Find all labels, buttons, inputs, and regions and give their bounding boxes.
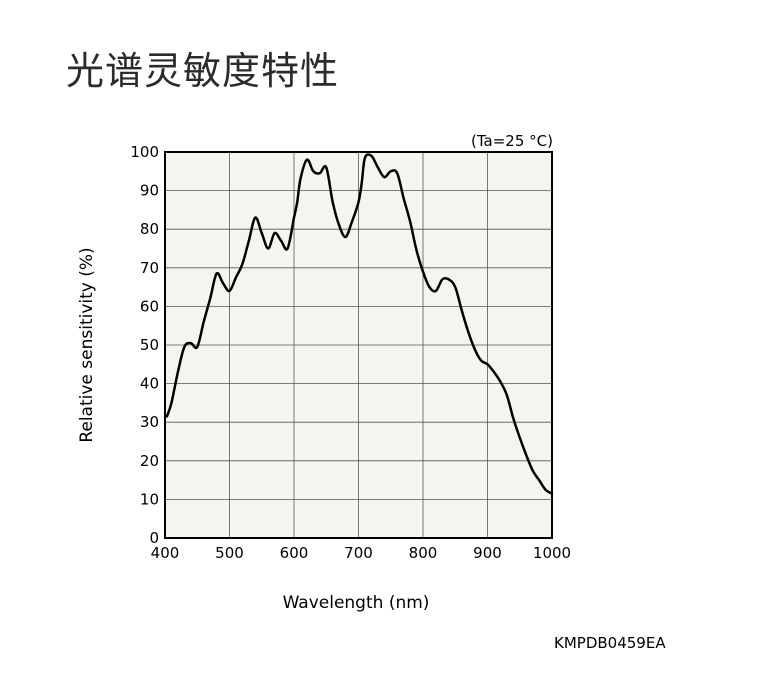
x-axis-label: Wavelength (nm) <box>283 593 430 613</box>
y-tick-label: 90 <box>140 182 159 200</box>
page-title: 光谱灵敏度特性 <box>66 49 340 93</box>
y-tick-label: 0 <box>149 529 159 547</box>
x-tick-label: 700 <box>344 544 373 562</box>
x-tick-label: 800 <box>409 544 438 562</box>
y-tick-label: 80 <box>140 220 159 238</box>
y-tick-label: 50 <box>140 336 159 354</box>
y-tick-label: 20 <box>140 452 159 470</box>
x-tick-label: 400 <box>151 544 180 562</box>
y-tick-label: 60 <box>140 297 159 315</box>
series-line <box>165 153 554 495</box>
x-tick-label: 1000 <box>533 544 571 562</box>
document-code: KMPDB0459EA <box>554 634 666 652</box>
plot-frame <box>164 151 553 539</box>
condition-annotation: (Ta=25 °C) <box>471 132 553 150</box>
y-tick-label: 40 <box>140 375 159 393</box>
y-tick-label: 10 <box>140 490 159 508</box>
x-tick-label: 600 <box>280 544 309 562</box>
x-tick-label: 900 <box>473 544 502 562</box>
y-axis-label: Relative sensitivity (%) <box>77 247 97 442</box>
tick-labels: 400 500 600 700 800 900 1000 0 10 20 30 40 50 60 70 80 9… <box>130 143 571 562</box>
x-tick-label: 500 <box>215 544 244 562</box>
y-tick-label: 100 <box>130 143 159 161</box>
y-tick-label: 30 <box>140 413 159 431</box>
y-tick-label: 70 <box>140 259 159 277</box>
